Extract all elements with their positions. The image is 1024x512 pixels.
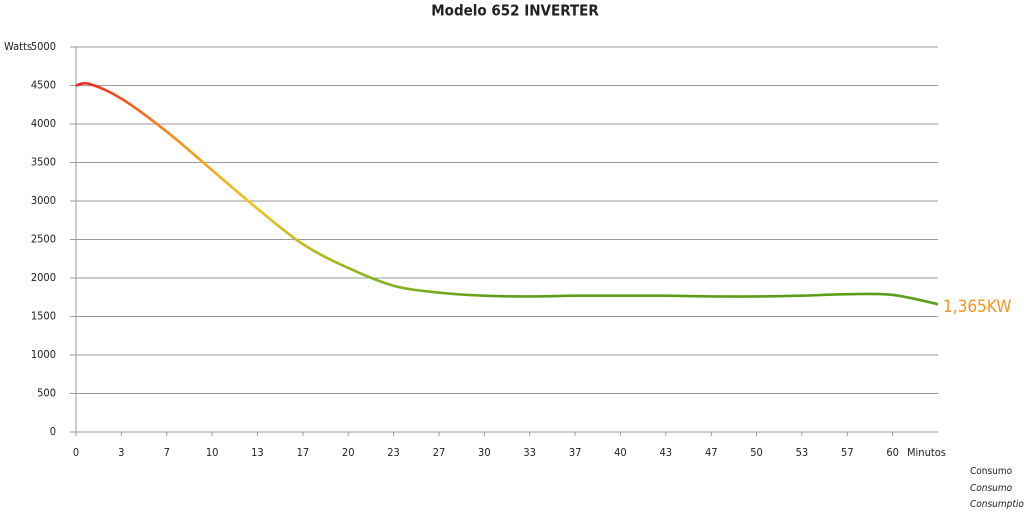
x-tick-label: 30 (478, 446, 491, 459)
x-tick-label: 33 (523, 446, 536, 459)
x-tick-label: 57 (841, 446, 854, 459)
x-tick-label: 43 (659, 446, 672, 459)
y-tick-label: 0 (50, 425, 56, 438)
y-tick-label: 3500 (31, 156, 56, 169)
x-tick-label: 37 (569, 446, 582, 459)
series-line (75, 81, 939, 306)
legend-label: Consumo (970, 466, 1013, 477)
y-tick-label: 500 (37, 387, 56, 400)
y-tick-label: 5000 (31, 40, 56, 53)
x-axis-label: Minutos (907, 446, 946, 459)
x-tick-label: 13 (251, 446, 264, 459)
x-tick-label: 23 (387, 446, 400, 459)
x-tick-label: 3 (118, 446, 124, 459)
legend-note: Consumo (970, 483, 1013, 494)
x-tick-label: 7 (164, 446, 170, 459)
x-tick-label: 10 (206, 446, 219, 459)
y-tick-label: 3000 (31, 194, 56, 207)
y-tick-label: 1500 (31, 310, 56, 323)
x-tick-label: 50 (750, 446, 763, 459)
chart-title: Modelo 652 INVERTER (431, 2, 599, 20)
y-tick-label: 2000 (31, 271, 56, 284)
y-axis-label: Watts (4, 40, 32, 53)
y-tick-label: 1000 (31, 348, 56, 361)
x-tick-label: 47 (705, 446, 718, 459)
x-tick-label: 20 (342, 446, 355, 459)
y-tick-label: 4000 (31, 117, 56, 130)
x-tick-label: 17 (297, 446, 310, 459)
x-tick-label: 27 (433, 446, 446, 459)
x-tick-label: 60 (886, 446, 899, 459)
y-tick-label: 4500 (31, 79, 56, 92)
x-tick-label: 53 (796, 446, 809, 459)
x-tick-label: 0 (73, 446, 79, 459)
annotation: 1,365KW (943, 297, 1011, 317)
x-tick-label: 40 (614, 446, 627, 459)
legend-note: Consumption (970, 499, 1024, 510)
y-tick-label: 2500 (31, 233, 56, 246)
